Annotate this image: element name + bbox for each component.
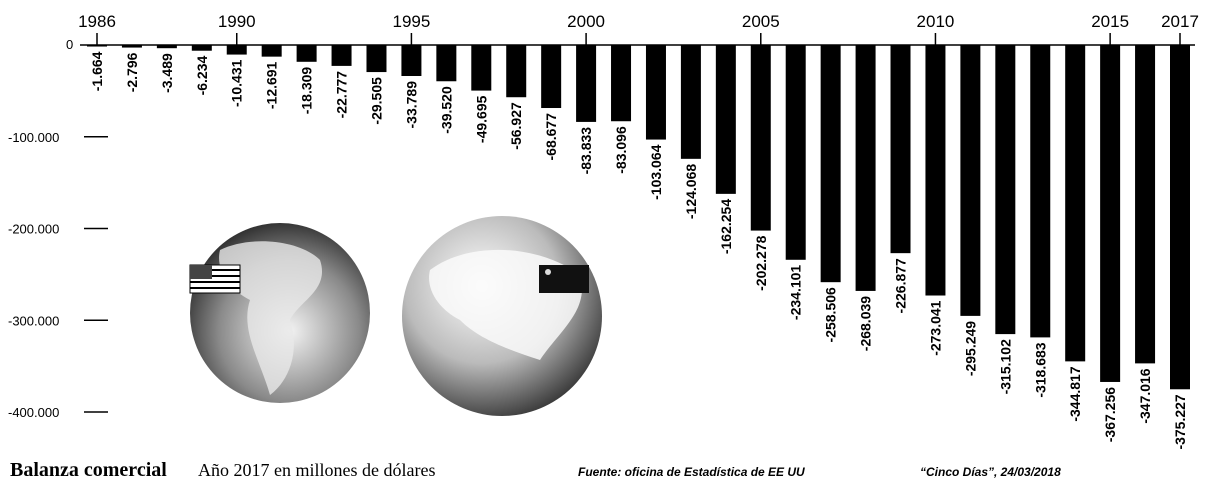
x-tick-label: 2017: [1161, 12, 1199, 31]
bar: [715, 45, 736, 194]
value-label: -1.664: [89, 51, 105, 91]
bar: [1030, 45, 1051, 338]
bar: [960, 45, 981, 316]
value-label: -273.041: [927, 300, 943, 355]
value-label: -22.777: [334, 71, 350, 119]
bar: [261, 45, 282, 57]
value-label: -33.789: [403, 81, 419, 129]
value-label: -10.431: [229, 59, 245, 107]
bar: [890, 45, 911, 254]
bar: [506, 45, 527, 98]
flag-star: [545, 269, 551, 275]
bar: [1170, 45, 1190, 390]
value-label: -18.309: [299, 67, 315, 115]
x-tick-label: 1990: [218, 12, 256, 31]
bar: [541, 45, 562, 109]
bar: [645, 45, 666, 140]
value-label: -49.695: [473, 95, 489, 143]
bar: [785, 45, 806, 260]
value-label: -315.102: [997, 339, 1013, 394]
bar: [121, 45, 142, 48]
value-label: -162.254: [718, 199, 734, 254]
value-label: -103.064: [648, 144, 664, 199]
x-tick-label: 2005: [742, 12, 780, 31]
value-label: -68.677: [543, 113, 559, 161]
bar: [331, 45, 352, 66]
value-label: -367.256: [1102, 387, 1118, 442]
bar: [925, 45, 946, 296]
flag-canton: [190, 265, 212, 279]
bar: [750, 45, 771, 231]
value-label: -39.520: [438, 86, 454, 134]
y-tick-label: -400.000: [8, 405, 59, 420]
value-label: -83.096: [613, 126, 629, 174]
value-label: -347.016: [1137, 368, 1153, 423]
x-tick-label: 1986: [78, 12, 116, 31]
bar: [995, 45, 1016, 335]
bar: [1065, 45, 1086, 362]
bar: [436, 45, 457, 82]
value-label: -234.101: [788, 265, 804, 320]
flag-china: [539, 265, 589, 293]
value-label: -2.796: [124, 52, 140, 92]
continent: [219, 241, 323, 395]
flag-stripes: [190, 269, 240, 289]
x-tick-label: 2015: [1091, 12, 1129, 31]
x-tick-label: 2010: [917, 12, 955, 31]
chart-subtitle: Año 2017 en millones de dólares: [198, 460, 435, 480]
bar: [156, 45, 177, 49]
chart-title: Balanza comercial: [10, 459, 167, 481]
source: Fuente: oficina de Estadística de EE UU: [578, 465, 805, 479]
value-label: -318.683: [1032, 342, 1048, 397]
credit: “Cinco Días”, 24/03/2018: [920, 465, 1061, 479]
y-tick-label: -200.000: [8, 222, 59, 237]
bar: [401, 45, 422, 77]
value-label: -202.278: [753, 235, 769, 290]
value-label: -83.833: [578, 127, 594, 175]
bar: [576, 45, 597, 122]
globes: [189, 216, 602, 416]
value-label: -375.227: [1172, 394, 1188, 449]
y-tick-label: 0: [66, 37, 73, 52]
value-label: -6.234: [194, 56, 210, 96]
bar: [296, 45, 317, 62]
y-tick-label: -300.000: [8, 313, 59, 328]
value-label: -12.691: [264, 61, 280, 109]
x-tick-label: 2000: [567, 12, 605, 31]
bar: [820, 45, 841, 283]
bar: [366, 45, 387, 73]
bar: [471, 45, 492, 91]
bar: [611, 45, 632, 122]
value-label: -56.927: [508, 102, 524, 150]
value-label: -344.817: [1067, 366, 1083, 421]
value-label: -226.877: [893, 258, 909, 313]
value-label: -295.249: [962, 321, 978, 376]
bar: [191, 45, 212, 51]
value-label: -258.506: [823, 287, 839, 342]
bar: [855, 45, 876, 291]
bar: [226, 45, 247, 55]
value-label: -3.489: [159, 53, 175, 93]
value-label: -268.039: [858, 296, 874, 351]
x-tick-label: 1995: [393, 12, 431, 31]
value-label: -29.505: [368, 77, 384, 125]
bar: [1135, 45, 1156, 364]
bar: [87, 45, 107, 47]
bar: [680, 45, 701, 159]
value-label: -124.068: [683, 164, 699, 219]
y-tick-label: -100.000: [8, 130, 59, 145]
bar: [1100, 45, 1121, 382]
